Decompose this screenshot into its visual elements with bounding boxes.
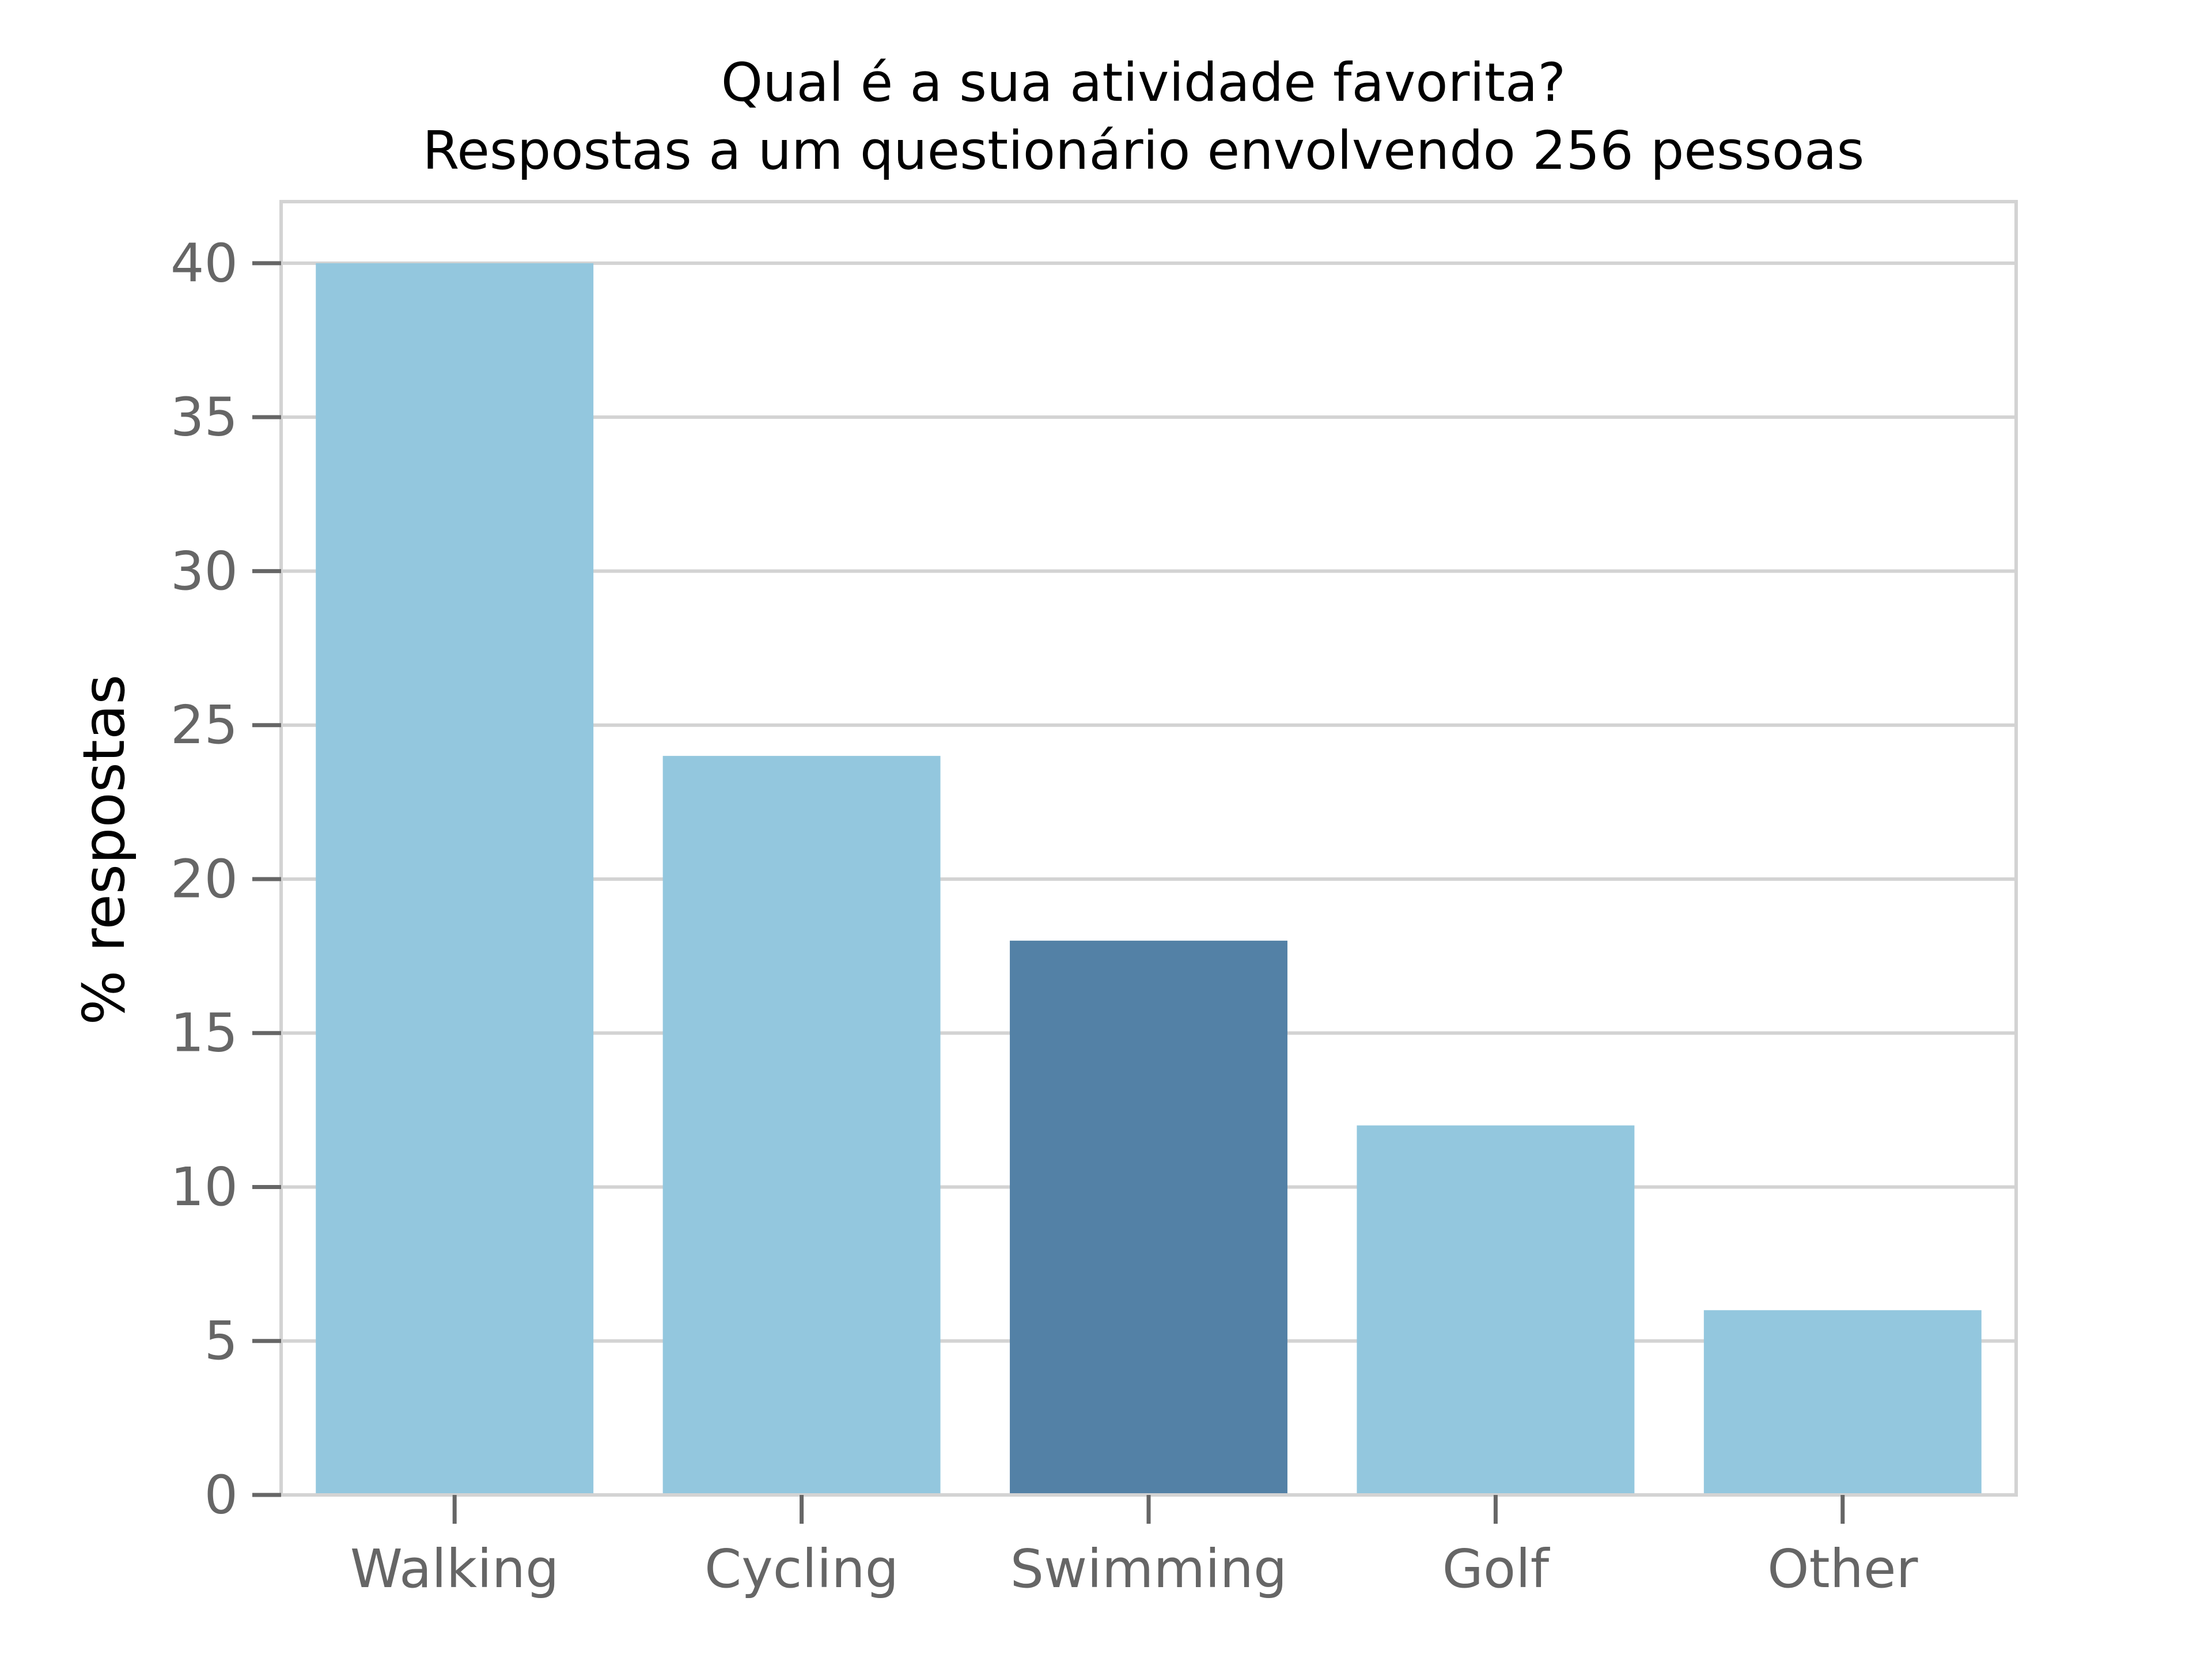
bar-swimming	[1010, 940, 1287, 1495]
y-tick-label: 15	[171, 1002, 238, 1064]
x-tick-label: Swimming	[1010, 1538, 1287, 1600]
bar-cycling	[662, 756, 941, 1495]
bar-golf	[1357, 1125, 1635, 1495]
x-tick-label: Walking	[350, 1538, 559, 1600]
y-axis-ticks: 0 5 10 15 20 25 30 35 40	[171, 232, 281, 1526]
bar-other	[1703, 1310, 1982, 1495]
bar-walking	[316, 263, 594, 1495]
bars	[316, 263, 1982, 1495]
x-axis-ticks: Walking Cycling Swimming Golf Other	[350, 1495, 1918, 1600]
y-axis-label: % respostas	[70, 675, 138, 1025]
chart-title: Qual é a sua atividade favorita?	[721, 52, 1566, 113]
x-tick-label: Cycling	[704, 1538, 899, 1600]
y-tick-label: 25	[171, 694, 238, 756]
y-tick-label: 35	[171, 387, 238, 448]
y-tick-label: 0	[204, 1464, 238, 1526]
x-tick-label: Other	[1767, 1538, 1918, 1600]
y-tick-label: 20	[171, 848, 238, 910]
x-tick-label: Golf	[1442, 1538, 1551, 1600]
y-tick-label: 10	[171, 1156, 238, 1218]
y-tick-label: 40	[171, 232, 238, 294]
y-tick-label: 30	[171, 540, 238, 602]
y-tick-label: 5	[204, 1310, 238, 1372]
chart-subtitle: Respostas a um questionário envolvendo 2…	[423, 120, 1865, 181]
